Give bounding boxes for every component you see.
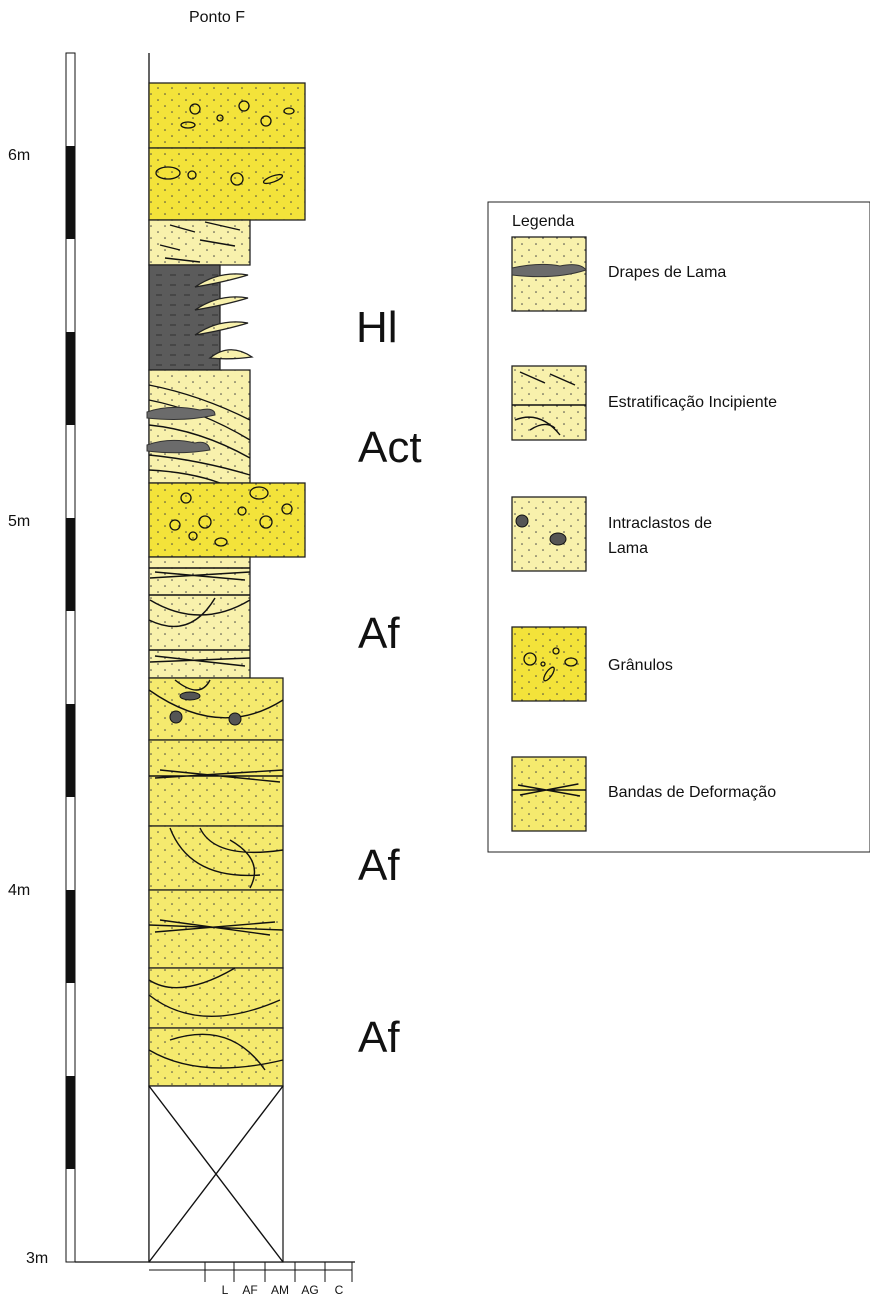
legend-label: Estratificação Incipiente [608,394,777,411]
shape-rect [149,220,250,265]
legend-label: Intraclastos de [608,515,712,532]
scale-segment [66,518,75,611]
facies-label: Af [358,841,400,890]
shape-rect [512,627,586,701]
shape-circle [516,515,528,527]
scale-segment [66,332,75,425]
facies-label: Act [358,423,422,472]
shape-ellipse [550,533,566,545]
shape-rect [149,678,283,740]
grain-label: AF [242,1283,257,1297]
shape-circle [170,711,182,723]
legend-label: Bandas de Deformação [608,784,776,801]
shape-rect [512,366,586,440]
shape-rect [149,148,305,220]
grain-label: C [335,1283,344,1297]
scale-segment [66,890,75,983]
scale-label: 6m [8,147,30,164]
grain-label: L [222,1283,229,1297]
title: Ponto F [189,9,245,26]
legend-label: Lama [608,540,648,557]
section-diagram: Ponto F 6m 5m 4m 3m L AF AM AG C Hl Act … [0,0,870,1304]
shape-rect [149,83,305,148]
page-body: {"title":"Ponto F", "scale_labels":["6m"… [0,0,870,1304]
shape-ellipse [180,692,200,700]
scale-segment [66,704,75,797]
legend-title: Legenda [512,213,574,230]
shape-rect [149,1028,283,1086]
legend-label: Grânulos [608,657,673,674]
facies-label: Af [358,1013,400,1062]
scale-label: 4m [8,882,30,899]
scale-bar [66,53,75,1262]
facies-label: Af [358,609,400,658]
shape-rect [149,968,283,1028]
legend-label: Drapes de Lama [608,264,726,281]
page: Ponto F html,body{margin:0;padding:0;bac… [0,0,870,1304]
facies-label: Hl [356,303,398,352]
scale-label: 3m [26,1250,48,1267]
grain-label: AM [271,1283,289,1297]
grain-label: AG [301,1283,318,1297]
shape-rect [512,497,586,571]
scale-segment [66,146,75,239]
shape-circle [229,713,241,725]
grain-ticks [205,1262,352,1282]
shape-rect [149,740,283,826]
layers [147,83,305,1262]
scale-label: 5m [8,513,30,530]
scale-segment [66,1076,75,1169]
shape-rect [149,826,283,890]
